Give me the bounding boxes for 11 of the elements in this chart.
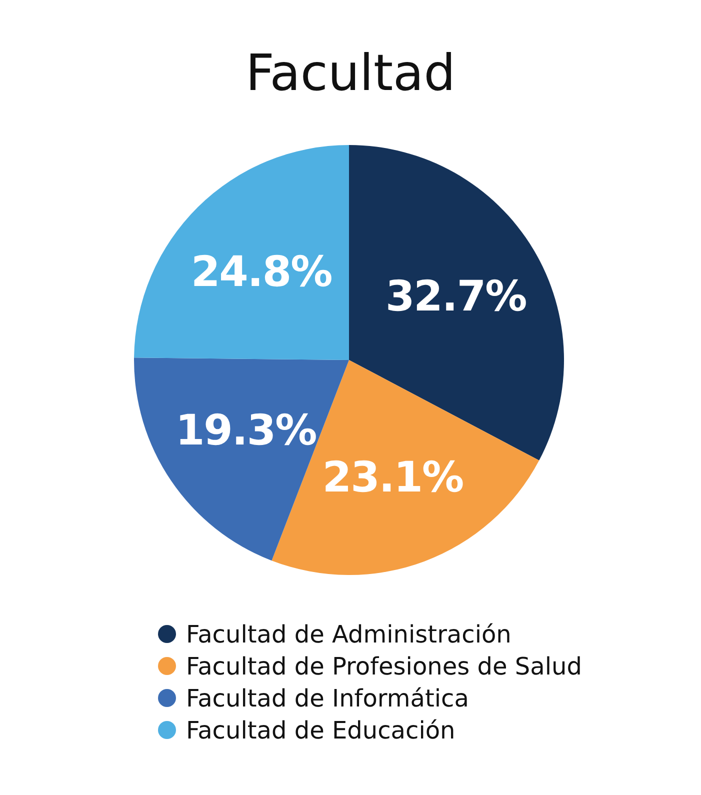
legend-label: Facultad de Profesiones de Salud bbox=[186, 652, 582, 680]
data-label: 23.1% bbox=[322, 452, 464, 502]
data-label: 19.3% bbox=[175, 406, 316, 455]
chart-title: Facultad bbox=[246, 44, 456, 102]
legend-label: Facultad de Informática bbox=[186, 684, 469, 712]
data-label: 32.7% bbox=[385, 271, 526, 320]
pie-slice bbox=[349, 145, 564, 460]
data-label: 24.8% bbox=[190, 247, 332, 296]
legend-label: Facultad de Administración bbox=[186, 620, 512, 648]
pie-slice bbox=[134, 145, 349, 360]
legend-label: Facultad de Educación bbox=[186, 716, 456, 744]
